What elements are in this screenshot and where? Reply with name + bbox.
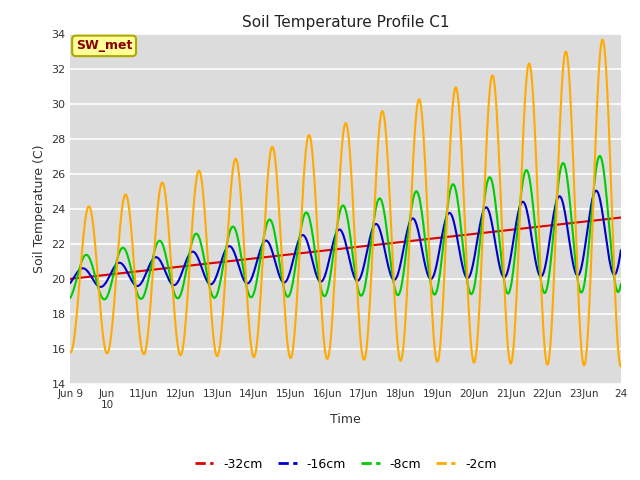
-16cm	[134, 283, 141, 289]
-2cm	[189, 213, 196, 219]
-32cm	[67, 276, 74, 282]
-8cm	[617, 281, 625, 287]
Text: SW_met: SW_met	[76, 39, 132, 52]
X-axis label: Time: Time	[330, 413, 361, 426]
Y-axis label: Soil Temperature (C): Soil Temperature (C)	[33, 144, 45, 273]
-16cm	[190, 249, 198, 255]
-2cm	[429, 315, 436, 321]
-16cm	[219, 254, 227, 260]
-16cm	[77, 266, 84, 272]
-32cm	[429, 236, 436, 241]
-8cm	[413, 189, 421, 194]
Legend: -32cm, -16cm, -8cm, -2cm: -32cm, -16cm, -8cm, -2cm	[189, 453, 502, 476]
-8cm	[100, 297, 108, 302]
-2cm	[413, 109, 420, 115]
-16cm	[617, 248, 625, 253]
-16cm	[593, 188, 600, 193]
-32cm	[77, 275, 84, 281]
-8cm	[134, 292, 141, 298]
-32cm	[218, 259, 226, 265]
Title: Soil Temperature Profile C1: Soil Temperature Profile C1	[242, 15, 449, 30]
-32cm	[413, 238, 420, 243]
Line: -16cm: -16cm	[70, 191, 621, 287]
-8cm	[596, 153, 604, 159]
Line: -32cm: -32cm	[70, 217, 621, 279]
-2cm	[133, 302, 141, 308]
-16cm	[97, 284, 104, 290]
-32cm	[133, 269, 141, 275]
-32cm	[617, 215, 625, 220]
-16cm	[67, 280, 74, 286]
-2cm	[598, 36, 606, 42]
-16cm	[413, 224, 421, 230]
-32cm	[189, 263, 196, 268]
-8cm	[429, 290, 437, 296]
-8cm	[190, 234, 198, 240]
-2cm	[617, 364, 625, 370]
-2cm	[77, 268, 84, 274]
-8cm	[219, 265, 227, 271]
Line: -8cm: -8cm	[70, 156, 621, 300]
Line: -2cm: -2cm	[70, 39, 621, 367]
-8cm	[77, 263, 84, 268]
-8cm	[67, 295, 74, 300]
-16cm	[429, 274, 437, 279]
-2cm	[67, 349, 74, 355]
-2cm	[218, 323, 226, 328]
